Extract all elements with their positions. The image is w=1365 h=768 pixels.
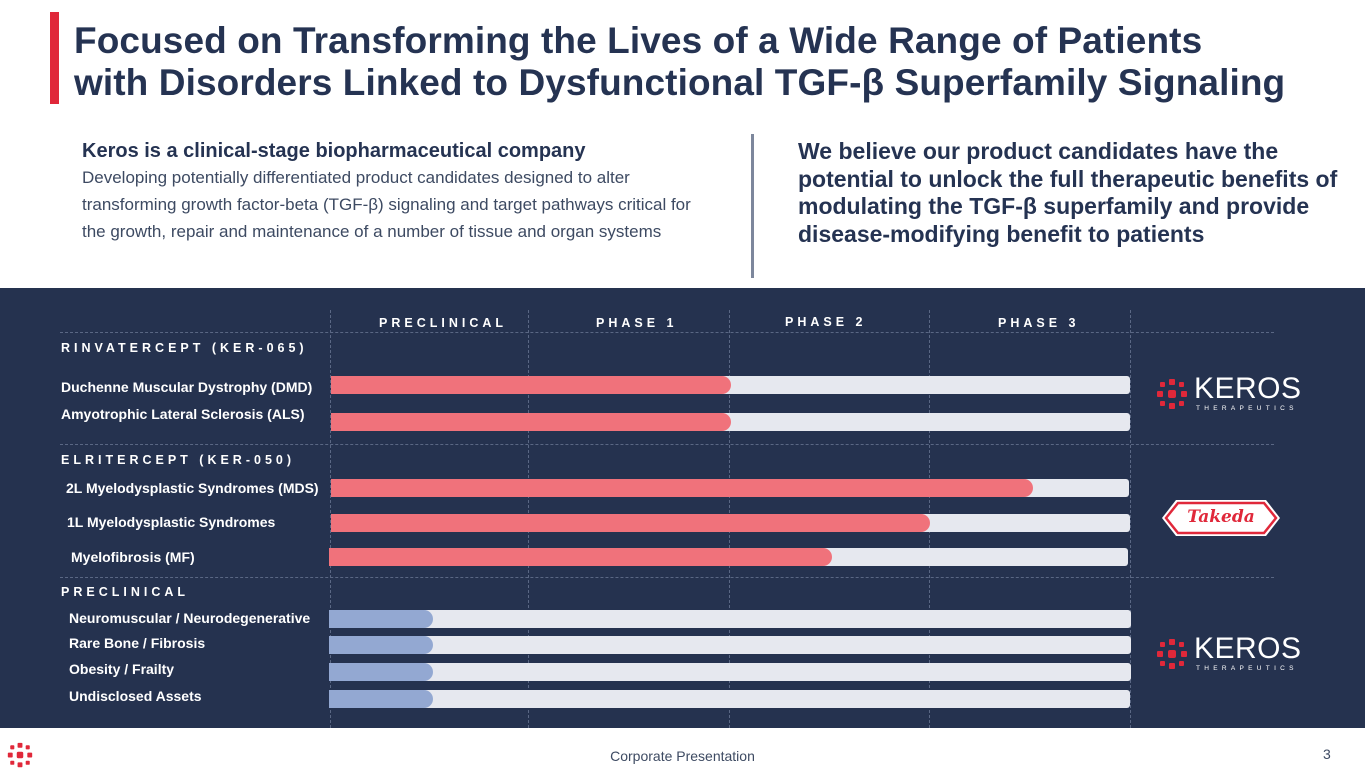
- keros-wordmark: KEROS: [1194, 632, 1302, 665]
- progress-fill: [329, 663, 434, 681]
- progress-track: [331, 514, 1130, 532]
- progress-track: [329, 663, 1131, 681]
- title-line-2: with Disorders Linked to Dysfunctional T…: [74, 62, 1286, 103]
- keros-subtitle: THERAPEUTICS: [1196, 405, 1298, 412]
- company-summary: Keros is a clinical-stage biopharmaceuti…: [82, 138, 702, 245]
- progress-fill: [329, 636, 434, 654]
- progress-fill: [331, 376, 731, 394]
- indication-label: 2L Myelodysplastic Syndromes (MDS): [66, 480, 319, 496]
- grid-line: [330, 310, 331, 728]
- indication-label: Neuromuscular / Neurodegenerative: [69, 610, 311, 626]
- progress-track: [329, 548, 1128, 566]
- progress-fill: [331, 413, 731, 431]
- indication-label: Duchenne Muscular Dystrophy (DMD): [61, 379, 313, 395]
- keros-footer-mark-icon: [7, 742, 33, 768]
- progress-track: [329, 610, 1131, 628]
- program-rinvatercept-label: RINVATERCEPT (KER-065): [61, 341, 308, 355]
- footer-text: Corporate Presentation: [610, 748, 755, 764]
- company-summary-heading: Keros is a clinical-stage biopharmaceuti…: [82, 140, 586, 162]
- company-summary-body: Developing potentially differentiated pr…: [82, 168, 691, 241]
- progress-track: [329, 636, 1131, 654]
- progress-track: [331, 376, 1130, 394]
- takeda-badge-icon: [1162, 500, 1280, 536]
- phase-preclinical-label: PRECLINICAL: [379, 316, 508, 330]
- phase-3-label: PHASE 3: [998, 316, 1080, 330]
- indication-label: Obesity / Frailty: [69, 661, 175, 677]
- progress-fill: [329, 690, 434, 708]
- section-separator: [60, 577, 1274, 578]
- header-separator: [60, 332, 1274, 333]
- progress-track: [331, 413, 1130, 431]
- grid-line: [1130, 310, 1131, 728]
- takeda-logo: Takeda: [1160, 496, 1282, 540]
- takeda-wordmark: Takeda: [1187, 507, 1255, 527]
- progress-track: [331, 479, 1129, 497]
- page-title: Focused on Transforming the Lives of a W…: [74, 20, 1359, 104]
- progress-fill: [331, 514, 931, 532]
- title-line-1: Focused on Transforming the Lives of a W…: [74, 20, 1203, 61]
- progress-fill: [329, 548, 833, 566]
- title-accent-bar: [50, 12, 59, 104]
- indication-label: Myelofibrosis (MF): [71, 549, 195, 565]
- indication-label: Amyotrophic Lateral Sclerosis (ALS): [61, 406, 305, 422]
- indication-label: Undisclosed Assets: [69, 688, 202, 704]
- keros-mark-icon: [1157, 639, 1187, 669]
- indication-label: 1L Myelodysplastic Syndromes: [67, 514, 276, 530]
- section-separator: [60, 444, 1274, 445]
- progress-fill: [331, 479, 1034, 497]
- pipeline-chart: PRECLINICAL PHASE 1 PHASE 2 PHASE 3 RINV…: [0, 288, 1365, 728]
- belief-statement: We believe our product candidates have t…: [798, 138, 1338, 247]
- program-elritercept-label: ELRITERCEPT (KER-050): [61, 453, 296, 467]
- keros-wordmark: KEROS: [1194, 372, 1302, 405]
- progress-fill: [329, 610, 434, 628]
- keros-subtitle: THERAPEUTICS: [1196, 665, 1298, 672]
- phase-2-label: PHASE 2: [785, 315, 867, 329]
- indication-label: Rare Bone / Fibrosis: [69, 635, 206, 651]
- page-number: 3: [1323, 746, 1331, 762]
- keros-mark-icon: [1157, 379, 1187, 409]
- keros-logo: KEROS THERAPEUTICS: [1156, 373, 1301, 416]
- program-preclinical-label: PRECLINICAL: [61, 585, 190, 599]
- intro-divider: [751, 134, 754, 278]
- progress-track: [329, 690, 1130, 708]
- keros-logo: KEROS THERAPEUTICS: [1156, 633, 1301, 676]
- phase-1-label: PHASE 1: [596, 316, 678, 330]
